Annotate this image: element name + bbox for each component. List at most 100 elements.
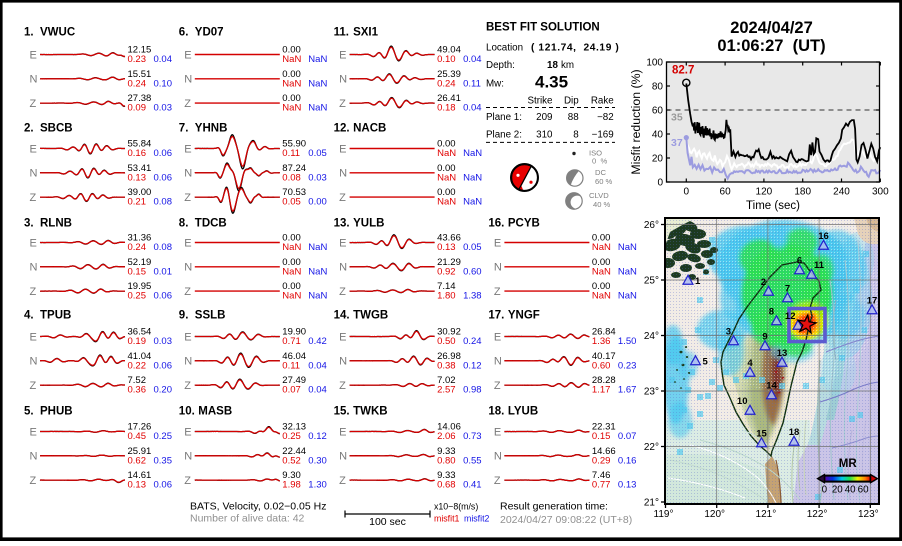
svg-text:NaN: NaN bbox=[282, 54, 301, 65]
svg-text:10.: 10. bbox=[179, 406, 198, 418]
svg-text:0.04: 0.04 bbox=[463, 54, 482, 65]
svg-text:16.: 16. bbox=[488, 218, 507, 230]
svg-text:32.13: 32.13 bbox=[282, 422, 306, 433]
svg-text:0.04: 0.04 bbox=[154, 54, 173, 65]
svg-text:40.17: 40.17 bbox=[592, 351, 616, 362]
svg-text:BATS, Velocity, 0.02−0.05 Hz: BATS, Velocity, 0.02−0.05 Hz bbox=[190, 501, 326, 513]
svg-text:SBCB: SBCB bbox=[40, 123, 73, 135]
svg-text:Z: Z bbox=[184, 192, 191, 204]
svg-text:Z: Z bbox=[494, 380, 501, 392]
svg-text:N: N bbox=[184, 168, 192, 180]
svg-text:x10−8(m/s): x10−8(m/s) bbox=[434, 502, 478, 512]
svg-text:15.51: 15.51 bbox=[128, 69, 152, 80]
svg-text:NaN: NaN bbox=[437, 172, 456, 183]
svg-text:E: E bbox=[30, 237, 37, 249]
svg-text:0.00: 0.00 bbox=[282, 281, 301, 292]
svg-text:15: 15 bbox=[756, 429, 767, 440]
svg-text:misfit1: misfit1 bbox=[434, 514, 460, 524]
svg-text:60: 60 bbox=[720, 187, 732, 198]
svg-text:N: N bbox=[30, 451, 38, 463]
svg-text:22.31: 22.31 bbox=[592, 422, 616, 433]
svg-text:0.00: 0.00 bbox=[592, 281, 611, 292]
svg-text:1.17: 1.17 bbox=[592, 385, 611, 396]
svg-text:N: N bbox=[184, 451, 192, 463]
svg-text:Plane 2:: Plane 2: bbox=[486, 130, 522, 141]
svg-text:E: E bbox=[339, 49, 346, 61]
svg-text:2.: 2. bbox=[24, 123, 37, 135]
svg-text:0.06: 0.06 bbox=[154, 172, 173, 183]
svg-text:N: N bbox=[30, 356, 38, 368]
svg-text:0.00: 0.00 bbox=[592, 233, 611, 244]
svg-text:0.50: 0.50 bbox=[437, 336, 456, 347]
svg-text:18.: 18. bbox=[488, 406, 507, 418]
svg-text:70.53: 70.53 bbox=[282, 187, 306, 198]
svg-text:40: 40 bbox=[845, 485, 856, 496]
svg-text:0.20: 0.20 bbox=[154, 385, 173, 396]
svg-text:25.91: 25.91 bbox=[128, 446, 152, 457]
svg-text:NaN: NaN bbox=[308, 103, 327, 114]
svg-text:0.52: 0.52 bbox=[282, 455, 301, 466]
svg-text:4.35: 4.35 bbox=[535, 73, 568, 92]
svg-text:E: E bbox=[494, 331, 501, 343]
svg-text:0.16: 0.16 bbox=[618, 455, 637, 466]
svg-text:15.: 15. bbox=[334, 406, 353, 418]
svg-text:41.04: 41.04 bbox=[128, 351, 152, 362]
svg-text:N: N bbox=[184, 262, 192, 274]
svg-text:SXI1: SXI1 bbox=[353, 27, 379, 39]
svg-text:0.07: 0.07 bbox=[282, 385, 301, 396]
svg-text:0.13: 0.13 bbox=[128, 480, 147, 491]
svg-text:0.23: 0.23 bbox=[618, 360, 637, 371]
svg-text:0.03: 0.03 bbox=[154, 336, 173, 347]
svg-text:9.33: 9.33 bbox=[437, 446, 456, 457]
svg-text:14.: 14. bbox=[334, 310, 353, 322]
svg-text:120°: 120° bbox=[704, 509, 725, 520]
svg-text:NaN: NaN bbox=[592, 291, 611, 302]
svg-text:NaN: NaN bbox=[308, 78, 327, 89]
svg-text:21.29: 21.29 bbox=[437, 257, 461, 268]
svg-text:26°: 26° bbox=[644, 220, 659, 231]
svg-text:49.04: 49.04 bbox=[437, 45, 461, 56]
svg-text:2: 2 bbox=[761, 277, 766, 288]
svg-text:NaN: NaN bbox=[282, 103, 301, 114]
svg-text:N: N bbox=[339, 451, 347, 463]
svg-text:0.04: 0.04 bbox=[463, 103, 482, 114]
svg-text:8: 8 bbox=[769, 307, 774, 318]
svg-text:0: 0 bbox=[822, 485, 828, 496]
svg-text:0.07: 0.07 bbox=[618, 431, 637, 442]
svg-text:240: 240 bbox=[833, 187, 850, 198]
svg-text:0.13: 0.13 bbox=[437, 242, 456, 253]
svg-text:N: N bbox=[184, 74, 192, 86]
svg-text:ISO: ISO bbox=[589, 149, 602, 158]
svg-text:Time (sec): Time (sec) bbox=[746, 200, 800, 212]
svg-text:0.35: 0.35 bbox=[154, 455, 173, 466]
svg-text:Z: Z bbox=[30, 286, 37, 298]
svg-text:2.57: 2.57 bbox=[437, 385, 456, 396]
svg-text:0.73: 0.73 bbox=[463, 431, 482, 442]
svg-text:Misfit reduction (%): Misfit reduction (%) bbox=[629, 69, 643, 174]
svg-text:5: 5 bbox=[703, 357, 709, 368]
svg-text:SSLB: SSLB bbox=[195, 310, 226, 322]
svg-text:NaN: NaN bbox=[282, 291, 301, 302]
svg-text:TPUB: TPUB bbox=[40, 310, 71, 322]
svg-text:Z: Z bbox=[184, 475, 191, 487]
svg-text:310: 310 bbox=[536, 130, 553, 141]
svg-text:( 121.74, 24.19 ): ( 121.74, 24.19 ) bbox=[531, 43, 619, 54]
svg-text:0.13: 0.13 bbox=[618, 480, 637, 491]
svg-text:Plane 1:: Plane 1: bbox=[486, 112, 522, 123]
svg-text:7.: 7. bbox=[179, 123, 192, 135]
svg-text:0.98: 0.98 bbox=[463, 385, 482, 396]
svg-text:BEST FIT SOLUTION: BEST FIT SOLUTION bbox=[486, 22, 600, 34]
svg-text:121°: 121° bbox=[756, 509, 777, 520]
svg-text:30.92: 30.92 bbox=[437, 327, 461, 338]
svg-text:TWGB: TWGB bbox=[353, 310, 388, 322]
svg-text:Z: Z bbox=[494, 475, 501, 487]
svg-text:35: 35 bbox=[671, 112, 683, 124]
svg-text:0.08: 0.08 bbox=[282, 172, 301, 183]
svg-text:0.11: 0.11 bbox=[282, 148, 300, 159]
svg-text:60: 60 bbox=[858, 485, 869, 496]
svg-text:0.00: 0.00 bbox=[282, 257, 301, 268]
svg-text:NaN: NaN bbox=[592, 266, 611, 277]
svg-text:43.66: 43.66 bbox=[437, 233, 461, 244]
svg-text:1.36: 1.36 bbox=[592, 336, 611, 347]
svg-text:0.01: 0.01 bbox=[154, 266, 173, 277]
